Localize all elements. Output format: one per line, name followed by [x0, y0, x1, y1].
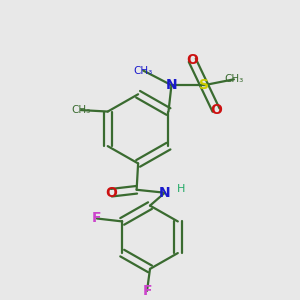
Text: CH₃: CH₃ [71, 105, 91, 115]
Text: O: O [186, 53, 198, 67]
Text: S: S [199, 78, 209, 92]
Text: F: F [92, 212, 102, 226]
Text: CH₃: CH₃ [224, 74, 244, 84]
Text: H: H [177, 184, 185, 194]
Text: CH₃: CH₃ [134, 65, 153, 76]
Text: O: O [105, 186, 117, 200]
Text: F: F [142, 284, 152, 298]
Text: N: N [159, 186, 171, 200]
Text: O: O [210, 103, 222, 117]
Text: N: N [166, 78, 177, 92]
